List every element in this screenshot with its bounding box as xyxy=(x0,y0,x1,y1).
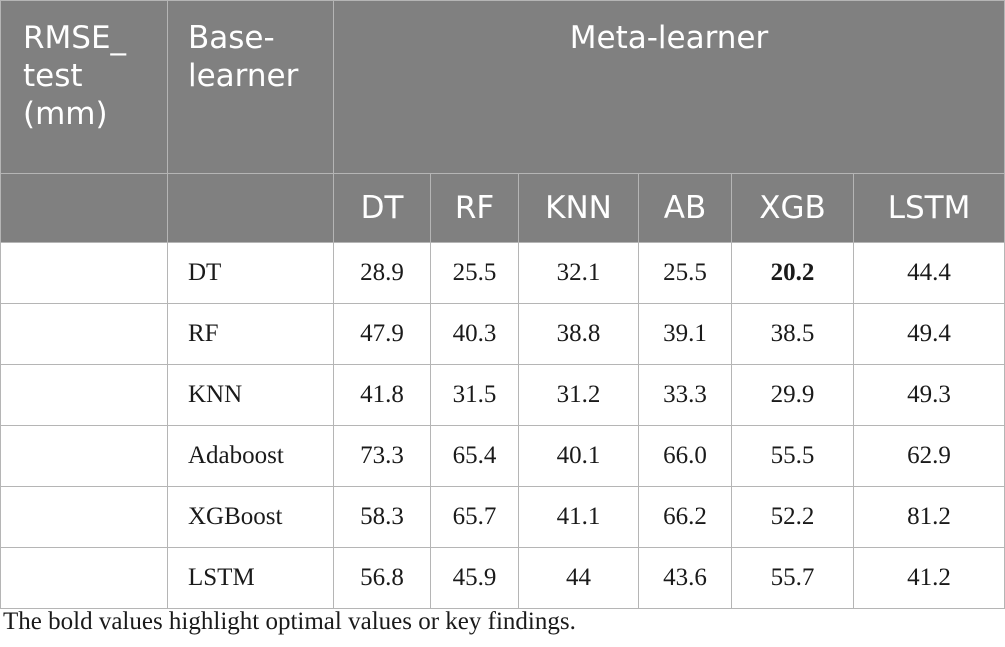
value-cell: 41.2 xyxy=(852,547,1005,609)
table-row: Adaboost 73.3 65.4 40.1 66.0 55.5 62.9 xyxy=(0,425,1005,487)
value-cell: 55.7 xyxy=(731,547,854,609)
table-row: XGBoost 58.3 65.7 41.1 66.2 52.2 81.2 xyxy=(0,486,1005,548)
empty-cell xyxy=(0,425,168,487)
meta-col-ab: AB xyxy=(638,173,732,243)
value-cell: 66.0 xyxy=(638,425,732,487)
value-cell: 56.8 xyxy=(333,547,431,609)
empty-cell xyxy=(0,547,168,609)
meta-col-knn: KNN xyxy=(518,173,639,243)
value-cell: 31.5 xyxy=(430,364,519,426)
meta-columns-row: DT RF KNN AB XGB LSTM xyxy=(0,173,1005,243)
corner-header-line-3: (mm) xyxy=(23,96,108,132)
rmse-test-table: RMSE_ test (mm) Base- learner Meta-learn… xyxy=(0,0,1005,609)
value-cell: 49.3 xyxy=(852,364,1005,426)
meta-learner-header: Meta-learner xyxy=(332,0,1005,174)
empty-cell xyxy=(0,486,168,548)
meta-col-dt: DT xyxy=(333,173,431,243)
table-row: RF 47.9 40.3 38.8 39.1 38.5 49.4 xyxy=(0,303,1005,365)
corner-blank-cell xyxy=(0,173,168,243)
value-cell: 65.7 xyxy=(430,486,519,548)
value-cell: 52.2 xyxy=(731,486,854,548)
base-learner-name: LSTM xyxy=(167,547,334,609)
value-cell: 62.9 xyxy=(852,425,1005,487)
value-cell: 73.3 xyxy=(333,425,431,487)
value-cell: 33.3 xyxy=(638,364,732,426)
table-row: DT 28.9 25.5 32.1 25.5 20.2 44.4 xyxy=(0,242,1005,304)
meta-col-lstm: LSTM xyxy=(852,173,1005,243)
base-learner-header: Base- learner xyxy=(167,0,334,174)
value-cell: 49.4 xyxy=(852,303,1005,365)
corner-header-line-1: RMSE_ xyxy=(23,20,127,56)
value-cell: 41.8 xyxy=(333,364,431,426)
value-cell: 45.9 xyxy=(430,547,519,609)
base-learner-header-line-2: learner xyxy=(188,58,299,94)
header-row: RMSE_ test (mm) Base- learner Meta-learn… xyxy=(0,0,1005,174)
base-blank-cell xyxy=(167,173,334,243)
value-cell: 66.2 xyxy=(638,486,732,548)
table-row: KNN 41.8 31.5 31.2 33.3 29.9 49.3 xyxy=(0,364,1005,426)
value-cell: 43.6 xyxy=(638,547,732,609)
value-cell: 28.9 xyxy=(333,242,431,304)
value-cell: 40.1 xyxy=(518,425,639,487)
value-cell: 40.3 xyxy=(430,303,519,365)
empty-cell xyxy=(0,242,168,304)
value-cell: 44 xyxy=(518,547,639,609)
value-cell-best: 20.2 xyxy=(731,242,854,304)
value-cell: 44.4 xyxy=(852,242,1005,304)
base-learner-name: RF xyxy=(167,303,334,365)
value-cell: 29.9 xyxy=(731,364,854,426)
empty-cell xyxy=(0,303,168,365)
value-cell: 32.1 xyxy=(518,242,639,304)
value-cell: 41.1 xyxy=(518,486,639,548)
value-cell: 58.3 xyxy=(333,486,431,548)
value-cell: 31.2 xyxy=(518,364,639,426)
base-learner-name: DT xyxy=(167,242,334,304)
base-learner-header-line-1: Base- xyxy=(188,20,275,56)
base-learner-name: KNN xyxy=(167,364,334,426)
empty-cell xyxy=(0,364,168,426)
value-cell: 55.5 xyxy=(731,425,854,487)
value-cell: 65.4 xyxy=(430,425,519,487)
meta-col-xgb: XGB xyxy=(731,173,854,243)
value-cell: 81.2 xyxy=(852,486,1005,548)
value-cell: 47.9 xyxy=(333,303,431,365)
value-cell: 25.5 xyxy=(638,242,732,304)
meta-col-rf: RF xyxy=(430,173,519,243)
table-footnote: The bold values highlight optimal values… xyxy=(3,608,576,635)
value-cell: 25.5 xyxy=(430,242,519,304)
base-learner-name: XGBoost xyxy=(167,486,334,548)
value-cell: 38.5 xyxy=(731,303,854,365)
value-cell: 39.1 xyxy=(638,303,732,365)
value-cell: 38.8 xyxy=(518,303,639,365)
table-row: LSTM 56.8 45.9 44 43.6 55.7 41.2 xyxy=(0,547,1005,609)
corner-header-line-2: test xyxy=(23,58,83,94)
base-learner-name: Adaboost xyxy=(167,425,334,487)
corner-header: RMSE_ test (mm) xyxy=(0,0,168,174)
